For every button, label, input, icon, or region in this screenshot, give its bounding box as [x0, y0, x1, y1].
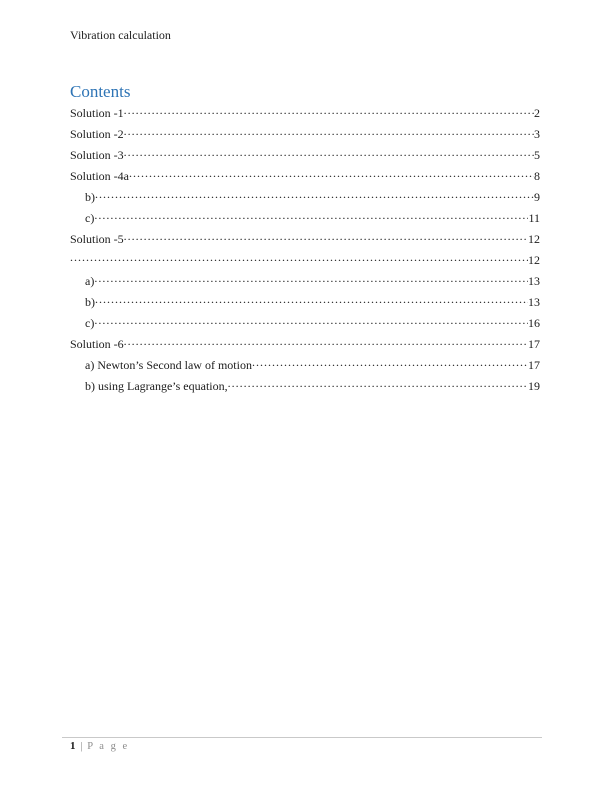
toc-entry-label: Solution -1 — [70, 106, 124, 120]
toc-entry-page: 9 — [534, 190, 540, 204]
footer-divider — [62, 737, 542, 738]
toc-entry-page: 17 — [528, 358, 540, 372]
toc-entry-page: 12 — [528, 253, 540, 267]
toc-entry-label: b) — [85, 190, 95, 204]
toc-entry[interactable]: c) 16 — [70, 313, 540, 334]
toc-dot-leader — [70, 250, 528, 271]
toc-entry[interactable]: Solution -6 17 — [70, 334, 540, 355]
toc-entry-label: b) — [85, 295, 95, 309]
toc-entry[interactable]: Solution -3 5 — [70, 145, 540, 166]
toc-entry[interactable]: c) 11 — [70, 208, 540, 229]
toc-entry-label: Solution -2 — [70, 127, 124, 141]
footer-page-label: P a g e — [87, 741, 130, 752]
footer-text: 1 | P a g e — [70, 740, 129, 752]
footer-separator: | — [80, 740, 83, 752]
toc-entry-label: Solution -3 — [70, 148, 124, 162]
toc-entry-page: 5 — [534, 148, 540, 162]
toc-entry-page: 19 — [528, 379, 540, 393]
toc-entry[interactable]: a) 13 — [70, 271, 540, 292]
toc-entry[interactable]: Solution -5 12 — [70, 229, 540, 250]
toc-entry[interactable]: b) 13 — [70, 292, 540, 313]
toc-dot-leader — [124, 124, 534, 145]
toc-entry-label: Solution -5 — [70, 232, 124, 246]
toc-entry-label: a) — [85, 274, 95, 288]
footer-page-number: 1 — [70, 740, 76, 752]
table-of-contents: Solution -12Solution -23Solution -35Solu… — [70, 103, 540, 397]
toc-entry-page: 11 — [528, 211, 540, 225]
toc-entry-label: c) — [85, 316, 95, 330]
toc-entry[interactable]: Solution -4a 8 — [70, 166, 540, 187]
toc-dot-leader — [124, 145, 534, 166]
toc-entry-page: 13 — [528, 295, 540, 309]
toc-entry-page: 8 — [534, 169, 540, 183]
toc-dot-leader — [124, 103, 534, 124]
toc-entry[interactable]: a) Newton’s Second law of motion 17 — [70, 355, 540, 376]
toc-entry-page: 12 — [528, 232, 540, 246]
toc-dot-leader — [95, 292, 528, 313]
toc-entry-label: b) using Lagrange’s equation, — [85, 379, 228, 393]
toc-entry[interactable]: b) using Lagrange’s equation, 19 — [70, 376, 540, 397]
toc-dot-leader — [94, 208, 528, 229]
toc-entry-page: 13 — [528, 274, 540, 288]
document-header: Vibration calculation — [70, 28, 171, 42]
toc-entry[interactable]: Solution -1 2 — [70, 103, 540, 124]
toc-entry-page: 3 — [534, 127, 540, 141]
toc-entry[interactable]: 12 — [70, 250, 540, 271]
toc-entry-label: Solution -4a — [70, 169, 129, 183]
toc-dot-leader — [124, 334, 528, 355]
toc-entry-label: a) Newton’s Second law of motion — [85, 358, 252, 372]
toc-entry-page: 2 — [534, 106, 540, 120]
toc-dot-leader — [228, 376, 528, 397]
toc-dot-leader — [124, 229, 528, 250]
header-title: Vibration calculation — [70, 28, 171, 42]
toc-entry-label: Solution -6 — [70, 337, 124, 351]
toc-dot-leader — [95, 187, 534, 208]
toc-dot-leader — [94, 313, 528, 334]
toc-dot-leader — [252, 355, 528, 376]
toc-entry-page: 17 — [528, 337, 540, 351]
toc-entry[interactable]: b) 9 — [70, 187, 540, 208]
contents-heading: Contents — [70, 82, 131, 101]
toc-dot-leader — [94, 271, 528, 292]
toc-entry[interactable]: Solution -2 3 — [70, 124, 540, 145]
toc-dot-leader — [129, 166, 534, 187]
toc-entry-page: 16 — [528, 316, 540, 330]
toc-entry-label: c) — [85, 211, 95, 225]
